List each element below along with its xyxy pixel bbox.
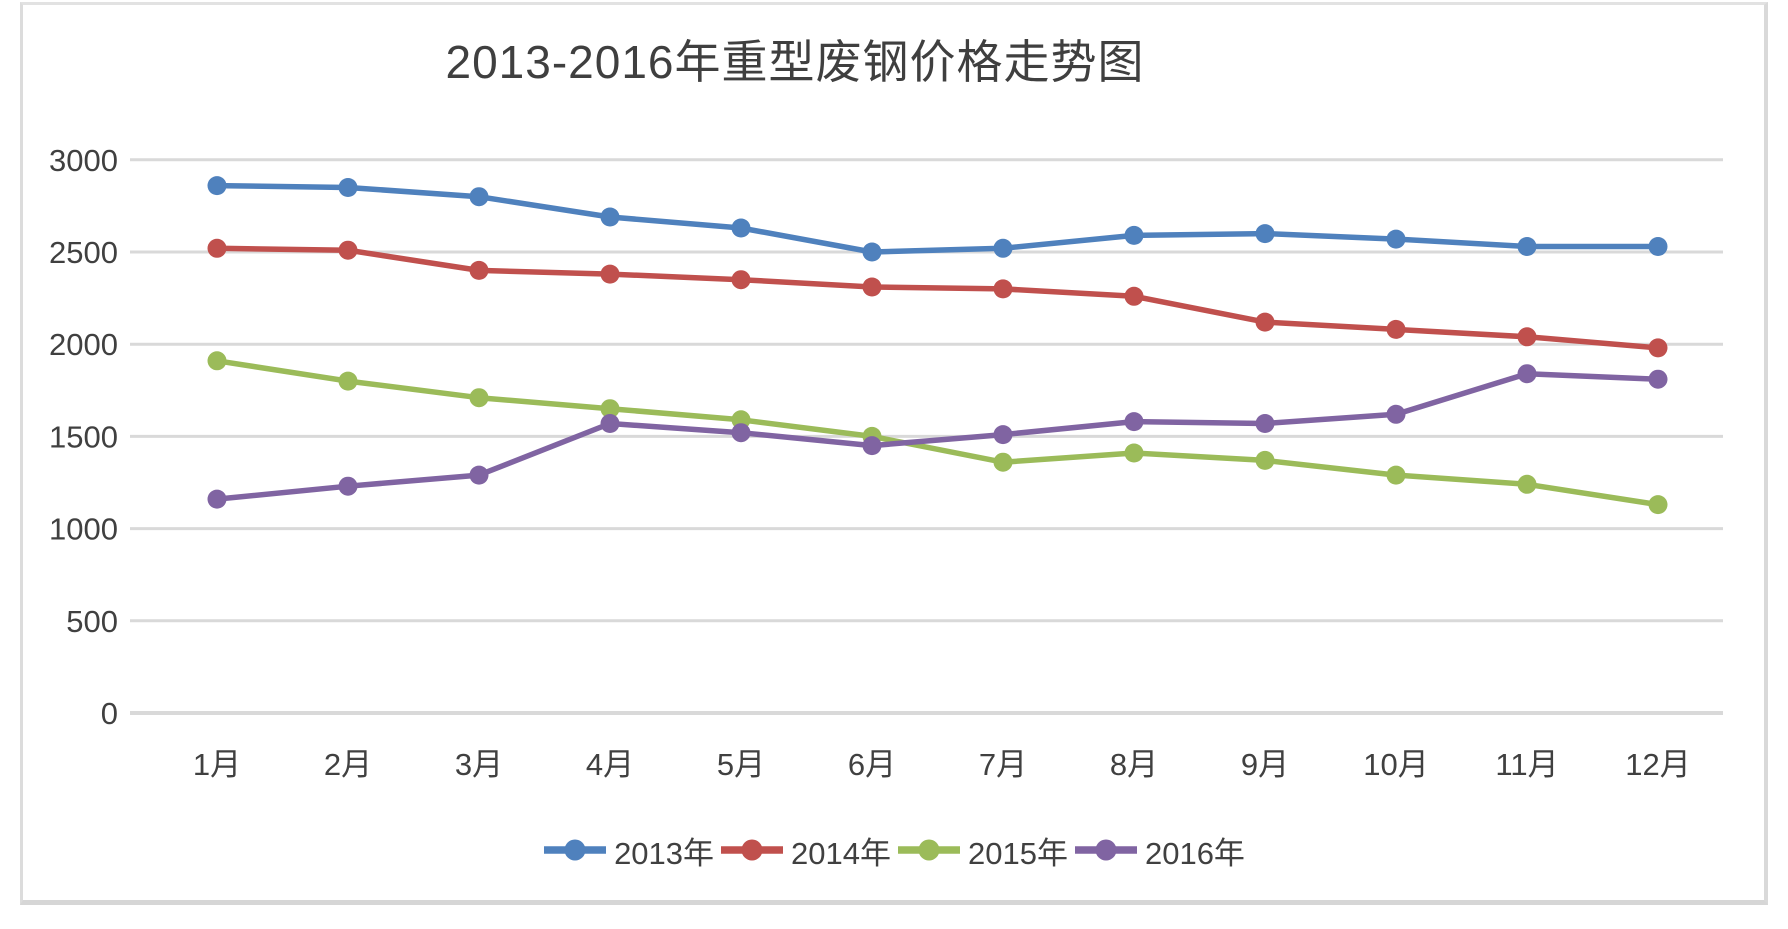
data-point-marker <box>1517 327 1537 347</box>
data-point-marker <box>1255 414 1275 433</box>
legend-item-2015年: 2015年 <box>897 828 1068 873</box>
x-axis-tick-label: 8月 <box>1110 747 1158 782</box>
x-axis-tick-label: 2月 <box>324 747 372 782</box>
data-point-marker <box>1648 237 1668 256</box>
data-point-marker <box>1124 443 1144 463</box>
legend-item-label: 2013年 <box>614 835 715 871</box>
data-point-marker <box>1124 225 1144 245</box>
y-axis-tick-label: 500 <box>66 604 118 639</box>
data-point-marker <box>731 218 751 238</box>
legend-item-2014年: 2014年 <box>720 828 891 873</box>
data-point-marker <box>600 399 620 419</box>
data-point-marker <box>338 371 358 391</box>
legend-item-2013年: 2013年 <box>543 828 714 873</box>
data-point-marker <box>1124 412 1144 432</box>
data-point-marker <box>1648 369 1668 389</box>
data-point-marker <box>731 270 751 290</box>
x-axis-tick-labels: 1月 2月 3月 4月 5月 6月 7月 8月 9月 10月 11月 12月 <box>193 747 1691 782</box>
data-point-marker <box>1386 319 1406 339</box>
data-point-marker <box>1517 364 1537 384</box>
y-axis-tick-label: 2000 <box>49 327 118 362</box>
y-axis-tick-label: 0 <box>101 696 118 731</box>
x-axis-tick-label: 11月 <box>1495 747 1558 782</box>
x-axis-tick-label: 9月 <box>1241 747 1289 782</box>
legend-item-2016年: 2016年 <box>1074 828 1245 873</box>
data-point-marker <box>600 264 620 284</box>
data-point-marker <box>338 240 358 260</box>
data-point-marker <box>1255 450 1275 470</box>
data-point-marker <box>600 414 620 433</box>
series-line-2014年 <box>214 245 1661 351</box>
x-axis-tick-label: 5月 <box>717 747 765 782</box>
y-axis-tick-label: 2500 <box>49 235 118 270</box>
data-point-marker <box>338 178 358 197</box>
data-point-marker <box>993 425 1013 445</box>
data-point-marker <box>1386 229 1406 249</box>
legend-item-label: 2016年 <box>1144 835 1245 871</box>
data-point-marker <box>338 476 358 496</box>
gridlines-group <box>130 158 1723 715</box>
legend-line-marker-icon <box>721 839 784 861</box>
data-point-marker <box>1386 465 1406 485</box>
chart-frame-border <box>20 2 1768 905</box>
data-point-marker <box>993 238 1013 258</box>
series-line-2016年 <box>214 370 1661 502</box>
data-point-marker <box>207 351 227 371</box>
data-point-marker <box>731 423 751 443</box>
x-axis-tick-label: 6月 <box>848 747 896 782</box>
series-line-2015年 <box>214 358 1661 508</box>
data-point-marker <box>862 436 882 456</box>
data-point-marker <box>1255 224 1275 244</box>
data-point-marker <box>1517 474 1537 494</box>
x-axis-tick-label: 10月 <box>1363 747 1428 782</box>
legend-line-marker-icon <box>1074 839 1137 861</box>
legend: 2013年 2014年 2015年 2016年 <box>20 828 1768 873</box>
y-axis-tick-label: 1500 <box>49 419 118 454</box>
data-point-marker <box>1648 338 1668 358</box>
y-axis-tick-labels: 3000 2500 2000 1500 1000 500 0 <box>49 143 118 731</box>
legend-item-label: 2015年 <box>968 835 1068 871</box>
legend-line-marker-icon <box>898 839 960 861</box>
data-point-marker <box>1124 286 1144 306</box>
x-axis-tick-label: 4月 <box>586 747 634 782</box>
data-point-marker <box>993 452 1013 472</box>
y-axis-tick-label: 1000 <box>49 512 118 547</box>
data-point-marker <box>469 465 489 485</box>
data-point-marker <box>600 207 620 227</box>
y-axis-tick-label: 3000 <box>49 143 118 178</box>
series-line-2013年 <box>214 182 1661 255</box>
data-point-marker <box>1386 404 1406 424</box>
data-point-marker <box>469 187 489 207</box>
x-axis-tick-label: 3月 <box>455 747 503 782</box>
chart-title: 2013-2016年重型废钢价格走势图 <box>445 36 1145 88</box>
data-point-marker <box>993 279 1013 299</box>
data-point-marker <box>207 489 227 509</box>
x-axis-tick-label: 7月 <box>979 747 1027 782</box>
data-point-marker <box>207 238 227 258</box>
data-point-marker <box>469 388 489 408</box>
data-point-marker <box>862 242 882 262</box>
data-point-marker <box>862 277 882 297</box>
series-group <box>207 176 1668 515</box>
data-point-marker <box>469 260 489 280</box>
data-point-marker <box>1648 495 1668 515</box>
data-point-marker <box>1517 237 1537 256</box>
x-axis-tick-label: 12月 <box>1625 747 1690 782</box>
x-axis-tick-label: 1月 <box>193 747 241 782</box>
data-point-marker <box>1255 312 1275 332</box>
legend-item-label: 2014年 <box>791 835 891 871</box>
data-point-marker <box>207 176 227 196</box>
legend-line-marker-icon <box>544 839 607 861</box>
